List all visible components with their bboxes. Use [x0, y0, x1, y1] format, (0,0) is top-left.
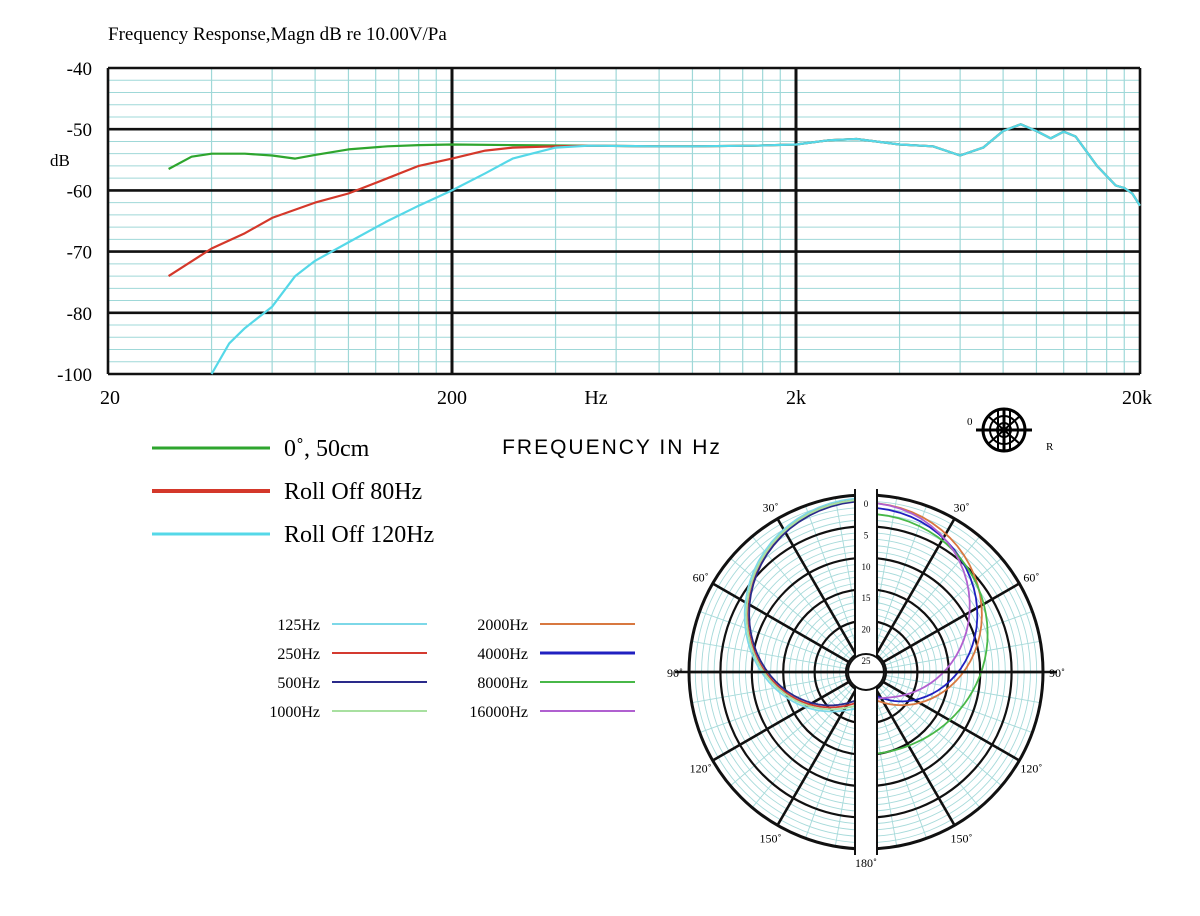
polar-angle-label: 60˚ — [693, 571, 709, 585]
x-tick-labels: 20 200 2k 20k — [100, 387, 1152, 409]
polar-curve — [876, 507, 979, 703]
polar-curve — [748, 500, 856, 707]
polar-legend: 125Hz 250Hz 500Hz 1000Hz 2000Hz 4000Hz 8000Hz 1… — [269, 617, 635, 721]
polar-radial-label: 20 — [862, 625, 872, 635]
polar-angle-label: 30˚ — [763, 501, 779, 515]
polar-legend-label: 2000Hz — [477, 617, 528, 634]
polar-legend-label: 125Hz — [277, 617, 320, 634]
polar-minor-spoke — [751, 536, 854, 657]
polar-minor-spoke — [885, 640, 1041, 669]
polar-angle-label: 60˚ — [1023, 571, 1039, 585]
polar-pattern-chart: 0 5 10 15 20 25 30˚ 60˚ 90˚ 120˚ 150˚ 180˚ 30˚ 60˚ 90˚… — [667, 489, 1065, 870]
chart-title: Frequency Response,Magn dB re 10.00V/Pa — [108, 24, 447, 45]
polar-legend-label: 8000Hz — [477, 675, 528, 692]
x-axis-label: FREQUENCY IN Hz — [502, 436, 722, 459]
legend-label: Roll Off 120Hz — [284, 522, 434, 548]
polar-legend-label: 4000Hz — [477, 646, 528, 663]
polar-legend-label: 1000Hz — [269, 704, 320, 721]
polar-legend-label: 16000Hz — [469, 704, 528, 721]
polar-radial-label: 10 — [862, 562, 872, 572]
polar-angle-label: 90˚ — [1049, 666, 1065, 680]
polar-major-spoke — [882, 582, 1020, 664]
x-tick-label: 200 — [437, 387, 467, 409]
polar-radial-label: 5 — [864, 530, 869, 540]
polar-angle-label: 150˚ — [951, 831, 973, 845]
y-tick-label: -80 — [67, 304, 92, 325]
plot-series — [168, 123, 1141, 375]
x-tick-label: 20k — [1122, 387, 1152, 409]
polar-minor-spoke — [805, 505, 860, 654]
legend-label: Roll Off 80Hz — [284, 479, 422, 505]
y-axis-label: dB — [50, 151, 70, 170]
polar-major-spoke — [776, 518, 858, 656]
series-line-2 — [210, 123, 1141, 375]
polar-minor-spoke — [730, 557, 851, 660]
polar-major-spoke — [712, 582, 850, 664]
polar-minor-spoke — [872, 690, 927, 839]
polar-minor-spoke — [878, 687, 981, 808]
response-legend: 0˚, 50cm Roll Off 80Hz Roll Off 120Hz — [152, 436, 434, 548]
polar-radial-label: 15 — [862, 593, 872, 603]
polar-legend-label: 500Hz — [277, 675, 320, 692]
polar-curve — [745, 499, 856, 711]
polar-curve — [876, 513, 989, 755]
polar-minor-spoke — [805, 690, 860, 839]
icon-right-letter: R — [1046, 441, 1054, 453]
icon-left-letter: 0 — [967, 416, 973, 428]
x-tick-label: 2k — [786, 387, 806, 409]
legend-label: 0˚, 50cm — [284, 436, 370, 462]
polar-curve — [876, 502, 983, 707]
polar-major-spoke — [776, 688, 858, 826]
y-tick-label: -60 — [67, 181, 92, 202]
polar-minor-spoke — [884, 611, 1033, 666]
polar-minor-spoke — [884, 678, 1033, 733]
y-tick-label: -50 — [67, 120, 92, 141]
cardioid-pattern-icon: 0 R — [967, 407, 1054, 453]
y-tick-label: -70 — [67, 243, 92, 264]
y-tick-label: -40 — [67, 59, 92, 80]
polar-angle-label: 90˚ — [667, 666, 683, 680]
polar-minor-spoke — [699, 611, 848, 666]
polar-major-spoke — [712, 680, 850, 762]
polar-angle-label: 120˚ — [690, 762, 712, 776]
y-tick-labels: -40 -50 -60 -70 -80 -100 — [57, 59, 92, 386]
plot-background — [108, 68, 1140, 374]
y-tick-label: -100 — [57, 365, 92, 386]
polar-minor-spoke — [691, 640, 847, 669]
polar-minor-spoke — [878, 536, 981, 657]
polar-minor-spoke — [730, 684, 851, 787]
plot-grid — [106, 66, 1142, 376]
polar-radial-label: 25 — [862, 656, 872, 666]
polar-legend-label: 250Hz — [277, 646, 320, 663]
polar-minor-spoke — [872, 505, 927, 654]
polar-angle-label: 30˚ — [954, 501, 970, 515]
polar-minor-spoke — [699, 678, 848, 733]
x-unit-label: Hz — [584, 387, 607, 409]
polar-minor-spoke — [881, 557, 1002, 660]
polar-radial-label: 0 — [864, 499, 869, 509]
polar-angle-label: 120˚ — [1020, 762, 1042, 776]
polar-angle-label: 180˚ — [855, 856, 877, 870]
polar-minor-spoke — [885, 675, 1041, 704]
polar-angle-label: 150˚ — [760, 831, 782, 845]
polar-major-spoke — [874, 518, 956, 656]
x-tick-label: 20 — [100, 387, 120, 409]
polar-major-spoke — [874, 688, 956, 826]
polar-curve — [743, 497, 856, 713]
polar-minor-spoke — [691, 675, 847, 704]
polar-curve — [876, 502, 971, 700]
